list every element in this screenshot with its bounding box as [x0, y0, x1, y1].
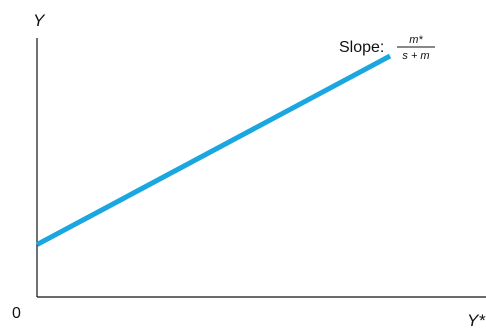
- series-line-1: [35, 53, 392, 247]
- slope-annotation: Slope: m* s + m: [339, 34, 435, 62]
- series-layer: [35, 53, 392, 247]
- y-axis-label: Y: [33, 11, 46, 30]
- slope-numerator: m*: [409, 34, 423, 46]
- x-axis-label: Y*: [467, 311, 486, 329]
- slope-denominator: s + m: [402, 50, 429, 62]
- slope-label: Slope:: [339, 39, 384, 56]
- origin-label: 0: [12, 305, 21, 322]
